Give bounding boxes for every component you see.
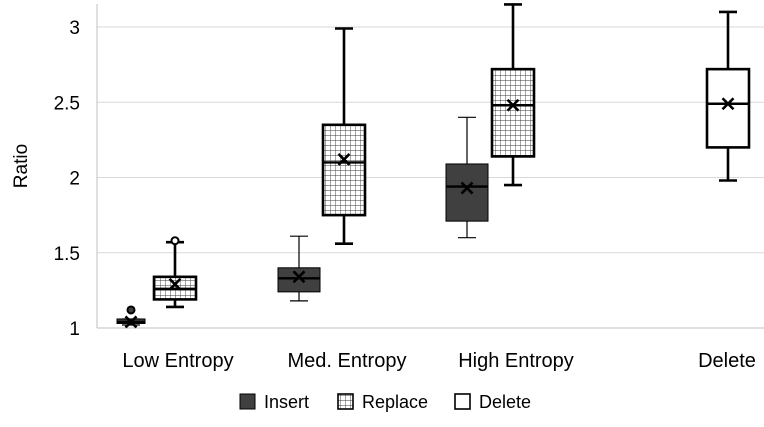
box-plot-replace-med-entropy <box>323 29 365 244</box>
category-label: Low Entropy <box>122 350 233 372</box>
gridlines <box>97 27 764 253</box>
legend: Insert Replace Delete <box>240 392 531 412</box>
y-tick-label: 3 <box>69 18 80 39</box>
legend-swatch-delete <box>455 394 470 409</box>
y-tick-label: 1.5 <box>54 244 80 265</box>
outlier-point <box>172 237 179 244</box>
legend-swatch-replace <box>338 394 353 409</box>
iqr-box <box>707 69 749 147</box>
y-axis-title: Ratio <box>11 144 32 188</box>
box-plot-replace-low-entropy <box>154 237 196 307</box>
legend-label-delete: Delete <box>479 392 531 412</box>
boxes <box>117 4 749 327</box>
legend-label-insert: Insert <box>264 392 309 412</box>
box-plot-delete-delete <box>707 12 749 181</box>
category-label: Med. Entropy <box>288 350 407 372</box>
iqr-box <box>278 268 320 292</box>
box-plot-insert-med-entropy <box>278 236 320 301</box>
iqr-box <box>323 125 365 215</box>
y-tick-label: 2.5 <box>54 93 80 114</box>
y-tick-labels: 1 1.5 2 2.5 3 <box>54 18 80 340</box>
category-labels: Low Entropy Med. Entropy High Entropy Delet… <box>122 350 755 372</box>
legend-label-replace: Replace <box>362 392 428 412</box>
category-label: High Entropy <box>458 350 574 372</box>
y-tick-label: 2 <box>69 169 80 190</box>
outlier-point <box>128 306 135 313</box>
legend-swatch-insert <box>240 394 255 409</box>
y-tick-label: 1 <box>69 319 80 340</box>
iqr-box <box>446 164 488 221</box>
box-plot-replace-high-entropy <box>492 4 534 185</box>
iqr-box <box>492 69 534 156</box>
category-label: Delete <box>698 350 756 372</box>
box-plot-insert-low-entropy <box>117 306 145 327</box>
box-plot-insert-high-entropy <box>446 117 488 237</box>
